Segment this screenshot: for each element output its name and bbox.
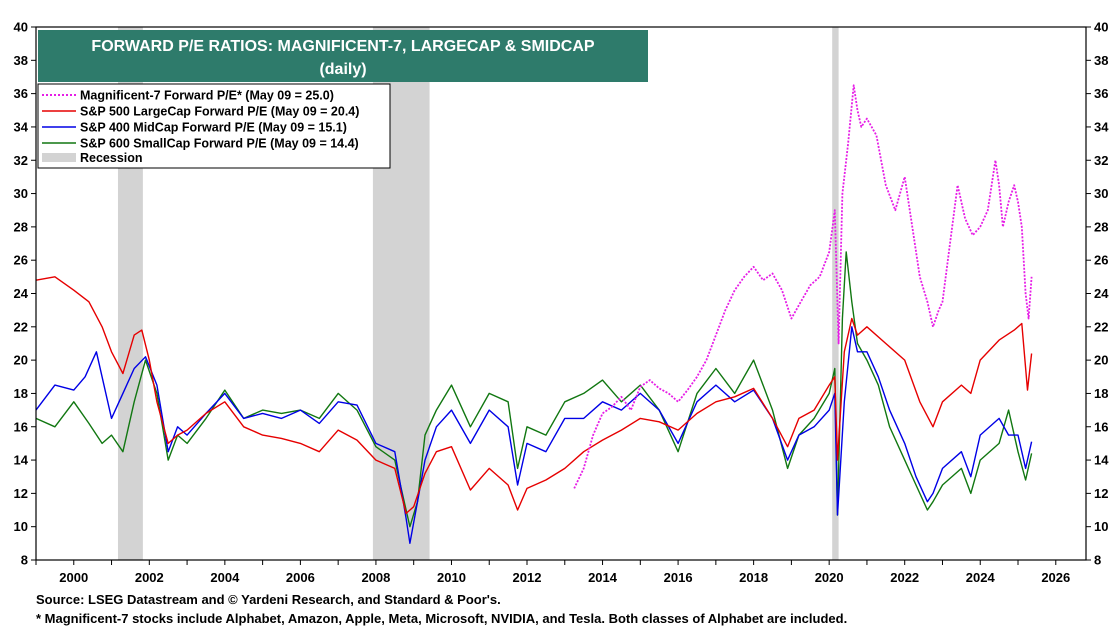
title-box: FORWARD P/E RATIOS: MAGNIFICENT-7, LARGE… bbox=[38, 30, 648, 82]
x-tick-label: 2004 bbox=[210, 570, 240, 585]
y-tick-label-left: 20 bbox=[14, 353, 28, 368]
y-tick-label-left: 30 bbox=[14, 186, 28, 201]
series-line-magnificent-7 bbox=[573, 84, 1033, 489]
legend-label-magnificent-7: Magnificent-7 Forward P/E* (May 09 = 25.… bbox=[80, 89, 334, 103]
legend-box bbox=[37, 83, 391, 169]
series-line-sp500 bbox=[35, 276, 1033, 515]
x-tick-label: 2006 bbox=[286, 570, 315, 585]
y-tick-label-left: 12 bbox=[14, 486, 28, 501]
y-tick-label-right: 38 bbox=[1094, 53, 1108, 68]
source-note: Source: LSEG Datastream and © Yardeni Re… bbox=[36, 592, 501, 607]
x-tick-label: 2018 bbox=[739, 570, 768, 585]
y-tick-label-left: 22 bbox=[14, 319, 28, 334]
legend-label-recession: Recession bbox=[80, 151, 143, 165]
y-tick-label-right: 8 bbox=[1094, 553, 1101, 568]
x-tick-label: 2024 bbox=[966, 570, 996, 585]
x-tick-label: 2014 bbox=[588, 570, 618, 585]
legend-item-magnificent-7: Magnificent-7 Forward P/E* (May 09 = 25.… bbox=[42, 89, 334, 103]
x-tick-label: 2026 bbox=[1041, 570, 1070, 585]
series-line-sp600 bbox=[35, 251, 1033, 528]
y-tick-label-left: 8 bbox=[21, 553, 28, 568]
legend-item-sp500: S&P 500 LargeCap Forward P/E (May 09 = 2… bbox=[42, 105, 359, 119]
y-tick-label-left: 26 bbox=[14, 253, 28, 268]
y-tick-label-right: 12 bbox=[1094, 486, 1108, 501]
y-tick-label-right: 30 bbox=[1094, 186, 1108, 201]
y-tick-label-left: 32 bbox=[14, 153, 28, 168]
title-background bbox=[38, 30, 648, 82]
legend: Magnificent-7 Forward P/E* (May 09 = 25.… bbox=[37, 83, 391, 169]
y-tick-label-left: 28 bbox=[14, 219, 28, 234]
y-tick-label-right: 32 bbox=[1094, 153, 1108, 168]
legend-label-sp500: S&P 500 LargeCap Forward P/E (May 09 = 2… bbox=[80, 105, 359, 119]
y-tick-label-right: 20 bbox=[1094, 353, 1108, 368]
x-tick-label: 2002 bbox=[135, 570, 164, 585]
y-tick-label-left: 18 bbox=[14, 386, 28, 401]
y-tick-label-left: 36 bbox=[14, 86, 28, 101]
y-tick-label-right: 36 bbox=[1094, 86, 1108, 101]
x-tick-label: 2022 bbox=[890, 570, 919, 585]
legend-item-recession: Recession bbox=[42, 151, 143, 165]
y-tick-label-left: 14 bbox=[14, 453, 29, 468]
y-tick-label-left: 10 bbox=[14, 519, 28, 534]
y-tick-label-right: 28 bbox=[1094, 219, 1108, 234]
y-tick-label-left: 40 bbox=[14, 20, 28, 35]
x-tick-label: 2010 bbox=[437, 570, 466, 585]
y-tick-label-left: 34 bbox=[14, 119, 29, 134]
legend-item-sp600: S&P 600 SmallCap Forward P/E (May 09 = 1… bbox=[42, 137, 359, 151]
legend-label-sp400: S&P 400 MidCap Forward P/E (May 09 = 15.… bbox=[80, 121, 347, 135]
y-tick-label-right: 10 bbox=[1094, 519, 1108, 534]
y-tick-label-right: 18 bbox=[1094, 386, 1108, 401]
y-tick-label-left: 24 bbox=[14, 286, 29, 301]
y-tick-label-left: 16 bbox=[14, 419, 28, 434]
x-tick-label: 2016 bbox=[664, 570, 693, 585]
footnote-magnificent-7: * Magnificent-7 stocks include Alphabet,… bbox=[36, 611, 848, 626]
x-tick-label: 2008 bbox=[361, 570, 390, 585]
chart-subtitle: (daily) bbox=[319, 61, 366, 78]
series-line-sp400 bbox=[35, 326, 1033, 544]
legend-label-sp600: S&P 600 SmallCap Forward P/E (May 09 = 1… bbox=[80, 137, 359, 151]
y-tick-label-right: 14 bbox=[1094, 453, 1109, 468]
y-tick-label-right: 40 bbox=[1094, 20, 1108, 35]
x-tick-label: 2020 bbox=[815, 570, 844, 585]
chart-title: FORWARD P/E RATIOS: MAGNIFICENT-7, LARGE… bbox=[91, 38, 594, 55]
x-axis: 2000 2002 2004 2006 2008 2010 2012 2014 2016 2018… bbox=[35, 560, 1070, 585]
y-axis-right: 8 10 12 14 16 18 20 22 24 26 28 30 32 34 36 38 40 bbox=[1086, 20, 1109, 568]
y-tick-label-right: 24 bbox=[1094, 286, 1109, 301]
y-tick-label-right: 34 bbox=[1094, 119, 1109, 134]
legend-item-sp400: S&P 400 MidCap Forward P/E (May 09 = 15.… bbox=[42, 121, 347, 135]
y-tick-label-right: 26 bbox=[1094, 253, 1108, 268]
recession-band bbox=[832, 27, 839, 560]
x-tick-label: 2000 bbox=[59, 570, 88, 585]
y-tick-label-right: 16 bbox=[1094, 419, 1108, 434]
legend-swatch-recession bbox=[42, 153, 76, 162]
y-tick-label-left: 38 bbox=[14, 53, 28, 68]
y-axis-left: 8 10 12 14 16 18 20 22 24 26 28 30 32 34 36 38 40 bbox=[14, 20, 36, 568]
series-lines bbox=[35, 84, 1033, 544]
x-tick-label: 2012 bbox=[513, 570, 542, 585]
y-tick-label-right: 22 bbox=[1094, 319, 1108, 334]
